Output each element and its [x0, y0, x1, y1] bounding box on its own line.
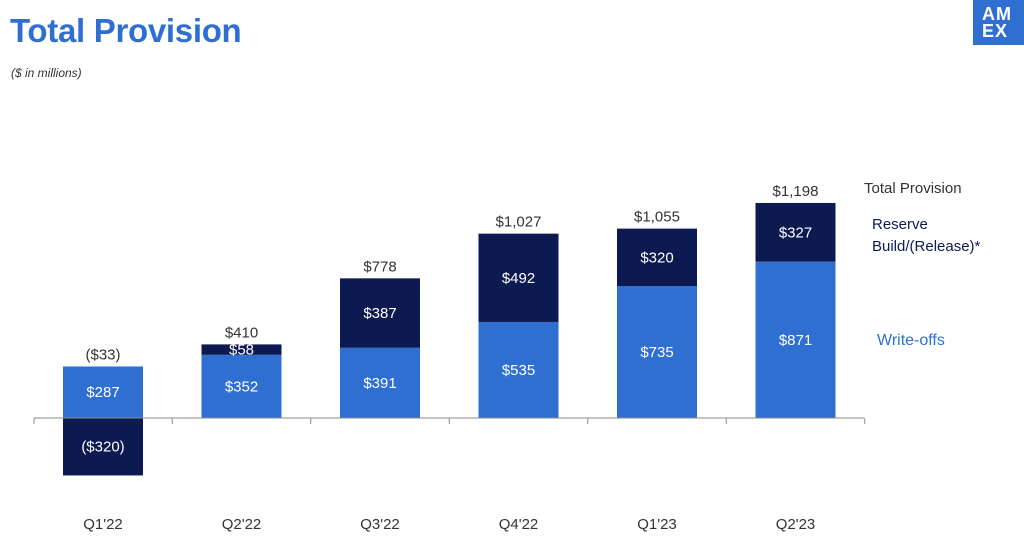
writeoffs-bar — [755, 261, 836, 418]
writeoffs-bar — [617, 286, 697, 418]
category-label: Q2'22 — [222, 516, 262, 533]
reserve-value-label: $327 — [779, 224, 812, 241]
amex-logo: AM EX — [973, 0, 1024, 45]
writeoffs-value-label: $391 — [363, 375, 396, 392]
legend-reserve-line-2: Build/(Release)* — [872, 238, 981, 255]
writeoffs-value-label: $352 — [225, 378, 258, 395]
legend-write-offs: Write-offs — [877, 332, 945, 349]
category-label: Q4'22 — [499, 516, 539, 533]
writeoffs-value-label: $871 — [779, 332, 812, 349]
total-value-label: $1,055 — [634, 209, 680, 226]
total-value-label: $1,027 — [496, 214, 542, 231]
reserve-bar — [617, 228, 697, 287]
writeoffs-bar — [478, 321, 559, 418]
category-label: Q3'22 — [360, 516, 400, 533]
legend-reserve-line-1: Reserve — [872, 216, 928, 233]
category-labels: Q1'22 Q2'22 Q3'22 Q4'22 Q1'23 Q2'23 — [83, 516, 815, 533]
writeoffs-value-label: $735 — [640, 344, 673, 361]
reserve-bar — [340, 278, 420, 348]
data-labels: $287 ($320) ($33) $352 $58$410 $391 $387 $778 $5… — [81, 183, 818, 456]
writeoffs-bar — [340, 347, 420, 418]
logo-line-2: EX — [982, 20, 1009, 41]
reserve-bar — [755, 202, 836, 262]
total-value-label: ($33) — [85, 346, 120, 363]
total-value-label: $1,198 — [773, 183, 819, 200]
reserve-value-label: $387 — [363, 305, 396, 322]
bars-group — [63, 202, 836, 476]
page-title: Total Provision — [10, 12, 242, 49]
writeoffs-bar — [201, 354, 282, 418]
total-value-label: $410 — [225, 324, 258, 341]
reserve-value-label: $58 — [229, 342, 254, 359]
reserve-value-label: ($320) — [81, 439, 124, 456]
category-label: Q2'23 — [776, 516, 816, 533]
writeoffs-bar — [63, 366, 143, 418]
reserve-bar — [201, 344, 282, 355]
logo-line-1: AM — [982, 3, 1012, 24]
x-axis-ticks — [33, 418, 866, 424]
reserve-value-label: $492 — [502, 270, 535, 287]
legend-total-provision: Total Provision — [864, 180, 962, 197]
writeoffs-value-label: $535 — [502, 362, 535, 379]
writeoffs-value-label: $287 — [86, 384, 119, 401]
category-label: Q1'23 — [637, 516, 677, 533]
reserve-bar — [63, 418, 143, 476]
total-value-label: $778 — [363, 258, 396, 275]
page-subtitle: ($ in millions) — [11, 66, 82, 80]
reserve-bar — [478, 233, 559, 322]
category-label: Q1'22 — [83, 516, 123, 533]
reserve-value-label: $320 — [640, 249, 673, 266]
